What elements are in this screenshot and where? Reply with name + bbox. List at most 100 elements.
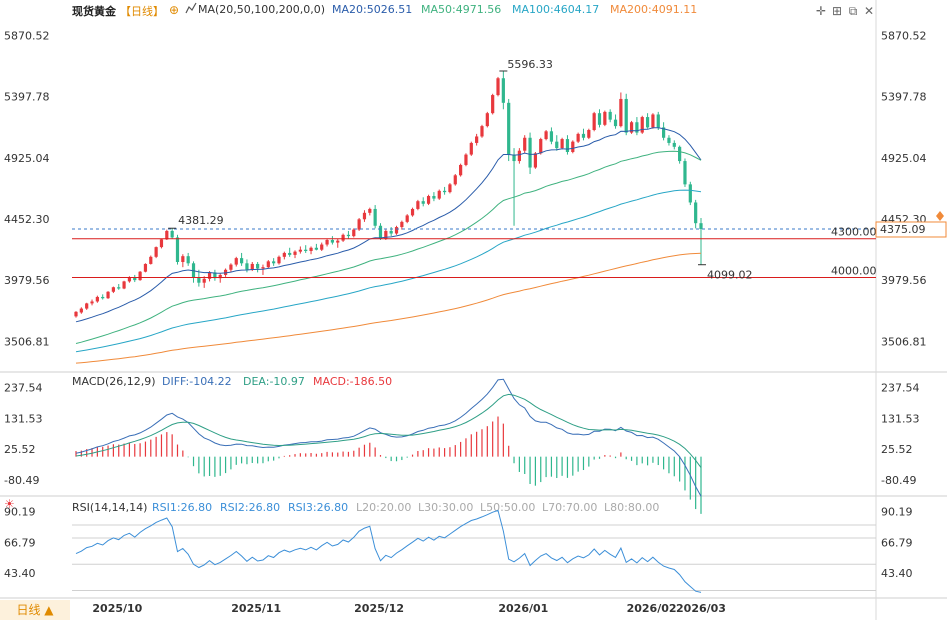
candle-body — [90, 301, 94, 304]
candle-body — [400, 221, 404, 228]
candle-body — [405, 215, 409, 222]
window-icon[interactable]: ⧉ — [848, 4, 858, 18]
rsi-tick-right: 90.19 — [881, 506, 913, 519]
macd-tick-left: 237.54 — [4, 381, 43, 394]
candle-body — [181, 256, 185, 262]
ma100-value: MA100:4604.17 — [512, 3, 600, 16]
macd-tick-right: -80.49 — [881, 474, 916, 487]
candle-body — [357, 219, 361, 230]
period-tag: 【日线】 — [120, 5, 164, 18]
fit-screen-icon[interactable]: ⊞ — [831, 4, 843, 18]
candle-body — [330, 240, 335, 243]
price-tick-left: 5397.78 — [4, 91, 50, 104]
candle-body — [453, 175, 457, 185]
candle-body — [320, 244, 324, 250]
candle-body — [138, 271, 142, 281]
macd-tick-left: -80.49 — [4, 474, 39, 487]
indicator-settings-icon[interactable]: ⊕ — [169, 3, 180, 17]
chart-icon — [185, 2, 197, 14]
candle-body — [282, 252, 286, 257]
rsi-tick-right: 43.40 — [881, 567, 913, 580]
rsi-tick-left: 90.19 — [4, 506, 36, 519]
candle-body — [79, 308, 83, 313]
candle-body — [117, 287, 121, 289]
ma200-value: MA200:4091.11 — [610, 3, 698, 16]
ma200-line — [75, 252, 702, 364]
candle-body — [592, 113, 596, 130]
candle-body — [475, 136, 479, 143]
current-price-value: 4375.09 — [880, 223, 926, 236]
rsi-l20: L20:20.00 — [356, 501, 412, 514]
candle-body — [272, 261, 276, 264]
candle-body — [394, 227, 399, 234]
candle-body — [603, 111, 607, 125]
low-label: 4099.02 — [707, 269, 753, 282]
candle-body — [512, 154, 516, 162]
candle-body — [410, 208, 415, 216]
high-label: 5596.33 — [507, 58, 553, 71]
candle-body — [544, 131, 548, 140]
candle-body — [266, 261, 270, 268]
candle-body — [683, 161, 687, 185]
candle-body — [571, 141, 575, 152]
price-tick-right: 5870.52 — [881, 29, 927, 42]
candle-body — [384, 230, 388, 239]
rsi3-value: RSI3:26.80 — [288, 501, 349, 514]
candle-body — [229, 264, 233, 270]
date-label: 2026/02 — [627, 602, 677, 615]
candle-body — [619, 98, 623, 127]
ma20-line — [75, 127, 702, 323]
macd-tick-right: 237.54 — [881, 381, 920, 394]
macd-tick-left: 131.53 — [4, 412, 43, 425]
price-tick-left: 5870.52 — [4, 29, 50, 42]
candle-body — [555, 141, 559, 149]
candle-body — [416, 201, 420, 209]
crosshair-icon[interactable]: ✛ — [815, 4, 827, 18]
candle-body — [127, 277, 132, 282]
macd-diff-value: DIFF:-104.22 — [162, 375, 232, 388]
ma50-line — [75, 150, 702, 344]
candle-body — [688, 184, 692, 203]
candle-body — [678, 146, 682, 162]
macd-tick-right: 131.53 — [881, 412, 920, 425]
price-tick-right: 5397.78 — [881, 91, 927, 104]
candle-body — [448, 184, 452, 193]
ma50-value: MA50:4971.56 — [421, 3, 502, 16]
candle-body — [624, 98, 628, 133]
current-price-tag — [875, 221, 947, 238]
candle-body — [635, 122, 639, 133]
date-label: 2026/01 — [498, 602, 548, 615]
candle-body — [528, 137, 532, 168]
rsi-l80: L80:80.00 — [604, 501, 660, 514]
macd-tick-left: 25.52 — [4, 443, 36, 456]
indicator-chart-icon[interactable] — [185, 2, 197, 17]
candle-body — [298, 249, 302, 252]
rsi-l50: L50:50.00 — [480, 501, 536, 514]
candle-body — [501, 78, 505, 103]
candle-body — [437, 190, 441, 199]
period-select-button[interactable]: 日线 ▲ — [0, 600, 70, 620]
level-4000-label: 4000.00 — [831, 265, 877, 278]
rsi2-value: RSI2:26.80 — [220, 501, 281, 514]
ma20-value: MA20:5026.51 — [332, 3, 413, 16]
candle-body — [159, 239, 164, 248]
candle-body — [277, 256, 281, 264]
candle-body — [459, 164, 463, 176]
macd-tick-right: 25.52 — [881, 443, 913, 456]
candle-body — [640, 117, 644, 133]
close-icon[interactable]: ✕ — [863, 4, 875, 18]
candle-body — [341, 234, 345, 241]
macd-dea-value: DEA:-10.97 — [243, 375, 305, 388]
candle-body — [101, 296, 105, 299]
candle-body — [651, 114, 655, 128]
candle-body — [694, 202, 698, 224]
sun-icon[interactable]: ☀ — [4, 497, 15, 511]
candle-body — [245, 263, 249, 270]
candle-body — [336, 240, 340, 243]
candle-body — [389, 230, 393, 234]
candle-body — [143, 263, 148, 272]
candle-body — [629, 122, 634, 133]
price-marker-icon — [936, 210, 944, 221]
price-tick-left: 3979.56 — [4, 274, 50, 287]
